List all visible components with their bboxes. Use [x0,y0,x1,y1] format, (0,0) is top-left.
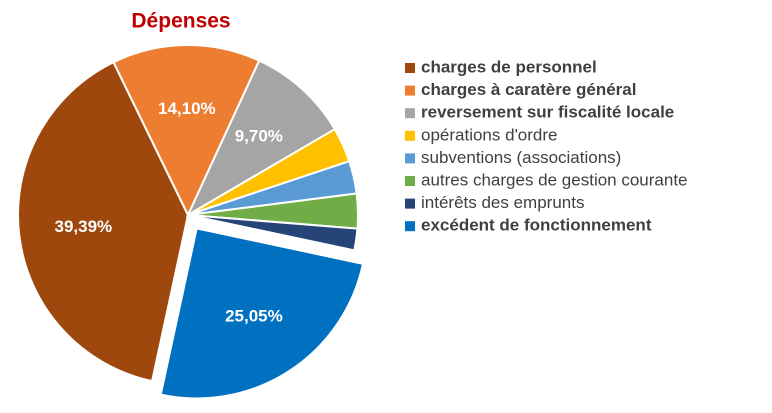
legend-label: subventions (associations) [421,148,621,167]
legend-label: excédent de fonctionnement [421,216,652,235]
data-label: 9,70% [235,126,283,145]
pie-slice [112,44,261,218]
legend-label: intérêts des emprunts [421,193,584,212]
legend-swatch [405,63,415,73]
legend-label: reversement sur fiscalité locale [421,103,674,122]
data-label: 14,10% [158,99,216,118]
chart-title: Dépenses [131,10,230,33]
data-label: 39,39% [55,217,113,236]
pie-slice [187,214,359,252]
legend-label: charges de personnel [421,57,597,76]
legend-label: opérations d'ordre [421,125,558,144]
pie-slice [17,60,190,383]
legend-swatch [405,108,415,119]
legend-swatch [405,153,415,164]
pie-slice [185,59,337,218]
data-label: 25,05% [225,306,283,325]
legend-swatch [405,221,415,232]
legend-label: charges à caratère général [421,80,636,99]
legend-swatch [405,130,415,141]
legend-label: autres charges de gestion courante [421,170,688,189]
legend-swatch [405,85,415,96]
pie-slice [159,227,365,400]
legend-swatch [405,176,415,186]
legend-swatch [405,198,415,209]
